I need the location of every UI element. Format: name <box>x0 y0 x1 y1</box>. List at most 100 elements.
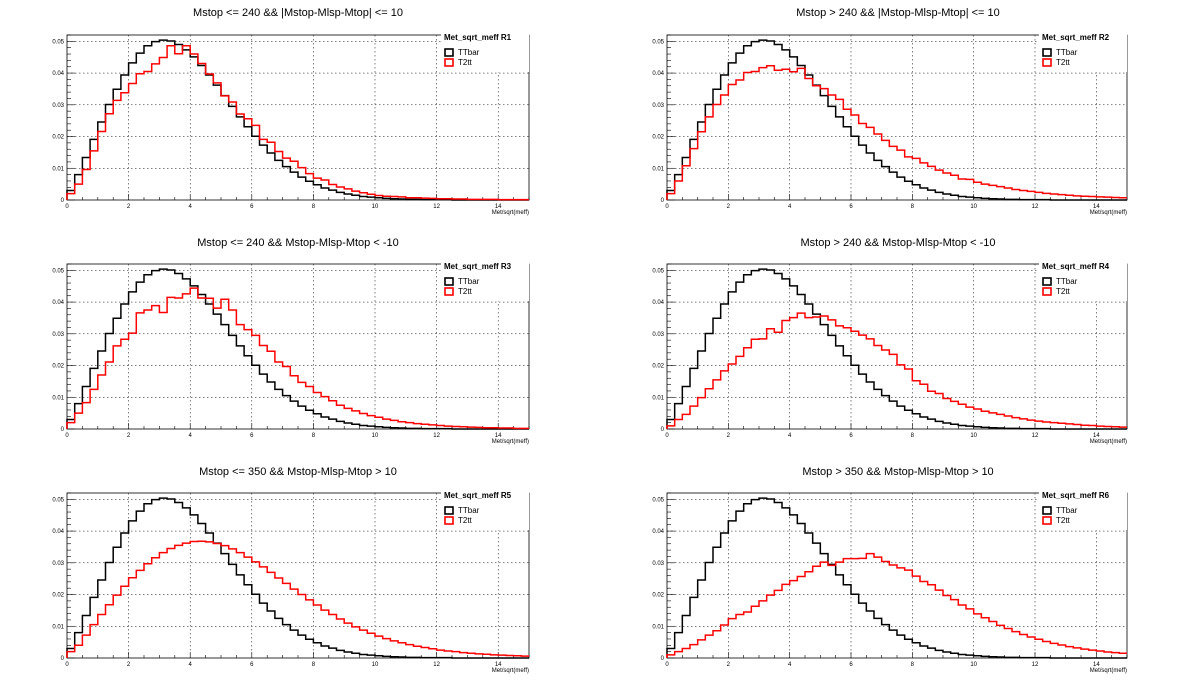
x-tick-label: 8 <box>312 204 316 210</box>
y-tick-label: 0.05 <box>652 39 664 45</box>
x-axis-label: Met/sqrt(meff) <box>1090 668 1127 674</box>
x-tick-label: 0 <box>65 662 69 668</box>
legend-swatch <box>444 48 454 57</box>
x-tick-label: 14 <box>495 433 502 439</box>
y-tick-label: 0.03 <box>52 332 64 338</box>
legend-title: Met_sqrt_meff R5 <box>444 491 512 500</box>
x-axis-label: Met/sqrt(meff) <box>492 210 529 216</box>
x-tick-label: 10 <box>372 662 379 668</box>
histogram-panel-4: Mstop > 240 && Mstop-Mlsp-Mtop < -10 0 2 4 6… <box>652 237 1128 445</box>
legend-box <box>441 263 529 301</box>
x-tick-label: 0 <box>665 204 669 210</box>
x-tick-label: 0 <box>65 433 69 439</box>
y-tick-label: 0.04 <box>652 529 664 535</box>
legend-box <box>441 34 529 72</box>
y-tick-label: 0.02 <box>52 593 64 599</box>
histogram-line-ttbar <box>666 39 1127 201</box>
legend-entry: T2tt <box>458 287 473 296</box>
legend-entry: T2tt <box>1056 287 1071 296</box>
y-tick-label: 0.01 <box>652 624 664 630</box>
legend-swatch <box>444 516 454 525</box>
legend-swatch <box>1042 48 1052 57</box>
legend-entry: T2tt <box>458 58 473 67</box>
legend-entry: TTbar <box>458 506 480 515</box>
x-tick-label: 10 <box>970 433 977 439</box>
histogram-panel-6: Mstop > 350 && Mstop-Mlsp-Mtop > 10 0 2 4 6 8… <box>652 466 1128 674</box>
x-axis-label: Met/sqrt(meff) <box>1090 439 1127 445</box>
x-tick-label: 12 <box>1032 204 1039 210</box>
x-tick-label: 2 <box>727 204 731 210</box>
x-tick-label: 0 <box>65 204 69 210</box>
x-tick-label: 0 <box>665 433 669 439</box>
x-tick-label: 14 <box>495 204 502 210</box>
y-tick-label: 0.03 <box>652 561 664 567</box>
chart-title: Mstop <= 350 && Mstop-Mlsp-Mtop > 10 <box>199 466 397 478</box>
x-tick-label: 10 <box>372 204 379 210</box>
y-tick-label: 0 <box>61 198 65 204</box>
legend-box <box>1039 263 1127 301</box>
legend-swatch <box>1042 516 1052 525</box>
legend-title: Met_sqrt_meff R3 <box>444 262 512 271</box>
x-tick-label: 14 <box>1093 433 1100 439</box>
x-tick-label: 0 <box>665 662 669 668</box>
x-tick-label: 14 <box>1093 204 1100 210</box>
legend-entry: T2tt <box>458 516 473 525</box>
x-tick-label: 12 <box>433 204 440 210</box>
x-tick-label: 12 <box>433 433 440 439</box>
x-tick-label: 10 <box>970 662 977 668</box>
legend-entry: TTbar <box>1056 277 1078 286</box>
x-axis-label: Met/sqrt(meff) <box>1090 210 1127 216</box>
legend-title: Met_sqrt_meff R2 <box>1042 33 1110 42</box>
y-tick-label: 0.05 <box>52 268 64 274</box>
x-tick-label: 8 <box>312 662 316 668</box>
y-tick-label: 0.01 <box>52 395 64 401</box>
x-tick-label: 8 <box>911 433 915 439</box>
legend-swatch <box>1042 287 1052 296</box>
histogram-line-t2tt <box>666 65 1127 200</box>
y-tick-label: 0.05 <box>52 497 64 503</box>
x-tick-label: 12 <box>1032 433 1039 439</box>
histogram-line-t2tt <box>66 45 529 201</box>
y-tick-label: 0.02 <box>652 364 664 370</box>
legend-title: Met_sqrt_meff R6 <box>1042 491 1110 500</box>
x-tick-label: 2 <box>127 662 131 668</box>
y-tick-label: 0.02 <box>52 364 64 370</box>
x-axis-label: Met/sqrt(meff) <box>492 439 529 445</box>
y-tick-label: 0.05 <box>652 497 664 503</box>
legend-box <box>1039 492 1127 530</box>
histogram-panel-2: Mstop > 240 && |Mstop-Mlsp-Mtop| <= 10 0 2… <box>652 7 1128 216</box>
y-tick-label: 0.05 <box>52 39 64 45</box>
legend-title: Met_sqrt_meff R1 <box>444 33 512 42</box>
y-tick-label: 0 <box>61 656 65 662</box>
legend-entry: T2tt <box>1056 516 1071 525</box>
legend-entry: T2tt <box>1056 58 1071 67</box>
histogram-panel-5: Mstop <= 350 && Mstop-Mlsp-Mtop > 10 0 2 4 6… <box>52 466 530 674</box>
y-tick-label: 0.04 <box>652 71 664 77</box>
histogram-line-t2tt <box>66 287 529 430</box>
histogram-line-ttbar <box>666 497 1127 659</box>
legend-swatch <box>444 58 454 67</box>
legend-title: Met_sqrt_meff R4 <box>1042 262 1110 271</box>
x-tick-label: 2 <box>727 662 731 668</box>
histogram-panel-3: Mstop <= 240 && Mstop-Mlsp-Mtop < -10 0 2 4… <box>52 237 530 445</box>
histogram-line-t2tt <box>666 312 1127 429</box>
legend-swatch <box>1042 58 1052 67</box>
legend-swatch <box>444 506 454 515</box>
x-axis-label: Met/sqrt(meff) <box>492 668 529 674</box>
legend-swatch <box>1042 506 1052 515</box>
y-tick-label: 0.04 <box>52 300 64 306</box>
x-tick-label: 8 <box>911 204 915 210</box>
y-tick-label: 0.03 <box>52 103 64 109</box>
legend-box <box>1039 34 1127 72</box>
x-tick-label: 14 <box>495 662 502 668</box>
chart-title: Mstop > 350 && Mstop-Mlsp-Mtop > 10 <box>802 466 993 478</box>
x-tick-label: 8 <box>911 662 915 668</box>
y-tick-label: 0.03 <box>652 332 664 338</box>
chart-title: Mstop <= 240 && |Mstop-Mlsp-Mtop| <= 10 <box>193 7 403 19</box>
x-tick-label: 4 <box>788 204 792 210</box>
x-tick-label: 10 <box>372 433 379 439</box>
chart-title: Mstop <= 240 && Mstop-Mlsp-Mtop < -10 <box>197 237 398 249</box>
chart-title: Mstop > 240 && Mstop-Mlsp-Mtop < -10 <box>800 237 995 249</box>
histogram-line-ttbar <box>66 497 529 659</box>
